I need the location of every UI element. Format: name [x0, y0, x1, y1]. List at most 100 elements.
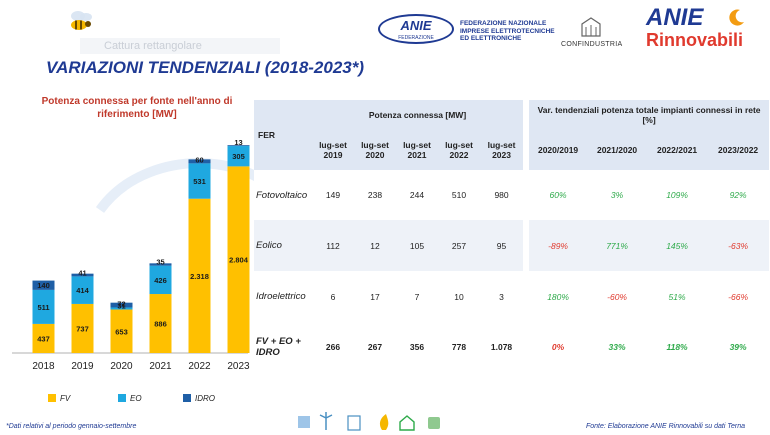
bar-data-label: 305 [232, 152, 245, 161]
bar-segment-eo [188, 163, 211, 199]
anie-rinnovabili-logo-bottom: Rinnovabili [646, 30, 744, 50]
bar-data-label: 140 [37, 281, 50, 290]
variation-period-header: 2020/2019 [523, 130, 588, 170]
period-header: lug-set 2023 [480, 130, 527, 170]
variation-cell: 3% [587, 170, 648, 220]
bar-data-label: 2.318 [190, 272, 209, 281]
table-cell: 10 [438, 271, 480, 322]
bar-segment-fv [188, 198, 211, 353]
table-cell: 7 [396, 271, 438, 322]
green-home-icon [399, 415, 415, 431]
table-row: Idroelettrico 6 17 7 10 3 180% -60% 51% … [254, 271, 770, 322]
row-label: FV + EO + IDRO [254, 322, 312, 372]
bar-data-label: 41 [78, 268, 86, 277]
leaf-icon [379, 414, 389, 430]
row-label: Eolico [254, 220, 312, 271]
variation-cell: -60% [587, 271, 648, 322]
fer-header: FER [254, 100, 312, 170]
battery-icon [428, 417, 440, 429]
variation-cell: 118% [647, 322, 708, 372]
table-cell: 980 [480, 170, 527, 220]
bar-data-label: 60 [195, 155, 203, 164]
table-cell: 112 [312, 220, 354, 271]
capture-toolbar-ghost: Cattura rettangolare [80, 38, 280, 54]
variation-cell: 39% [707, 322, 770, 372]
bar-segment-fv [32, 323, 55, 353]
table-cell: 778 [438, 322, 480, 372]
bar-data-label: 426 [154, 276, 167, 285]
wind-turbine-icon [319, 412, 333, 430]
bar-segment-eo [71, 276, 94, 304]
variations-table: FER Potenza connessa [MW] Var. tendenzia… [254, 100, 770, 372]
row-label: Idroelettrico [254, 271, 312, 322]
bar-data-label: 437 [37, 334, 50, 343]
variation-cell: 51% [647, 271, 708, 322]
chart-title: Potenza connessa per fonte nell'anno di … [41, 96, 233, 120]
bar-data-label: 886 [154, 320, 167, 329]
period-header: lug-set 2020 [354, 130, 396, 170]
bar-segment-eo [149, 265, 172, 295]
table-row: Fotovoltaico 149 238 244 510 980 60% 3% … [254, 170, 770, 220]
table-cell: 3 [480, 271, 527, 322]
renewable-sources-icons [298, 412, 440, 431]
bar-data-label: 737 [76, 324, 89, 333]
x-tick-label: 2022 [188, 361, 211, 372]
page-title: VARIAZIONI TENDENZIALI (2018-2023*) [46, 58, 365, 77]
confindustria-emblem-icon [581, 17, 601, 37]
table-cell: 267 [354, 322, 396, 372]
federation-text: FEDERAZIONE NAZIONALE IMPRESE ELETTROTEC… [460, 20, 555, 42]
bar-data-label: 13 [234, 138, 242, 147]
row-label: Fotovoltaico [254, 170, 312, 220]
bar-segment-fv [110, 309, 133, 353]
bar-segment-fv [227, 166, 250, 353]
variation-cell: 145% [647, 220, 708, 271]
table-cell: 17 [354, 271, 396, 322]
bar-segment-idro [188, 159, 211, 164]
anie-rinnovabili-logo-top: ANIE [646, 4, 704, 31]
potenza-connessa-header: Potenza connessa [MW] [312, 100, 527, 130]
bar-segment-fv [71, 303, 94, 353]
x-tick-label: 2020 [110, 361, 133, 372]
variation-period-header: 2023/2022 [707, 130, 770, 170]
bar-data-label: 31 [117, 302, 125, 311]
table-cell: 1.078 [480, 322, 527, 372]
legend-label-fv: FV [60, 394, 71, 403]
bar-segment-eo [32, 289, 55, 324]
table-cell: 238 [354, 170, 396, 220]
variations-group-header: Var. tendenziali potenza totale impianti… [523, 100, 770, 130]
bar-segment-fv [149, 294, 172, 353]
legend-label-idro: IDRO [195, 394, 215, 403]
sun-crescent-icon [729, 9, 744, 26]
table-cell: 12 [354, 220, 396, 271]
anie-federazione-logo: ANIE FEDERAZIONE [378, 14, 454, 44]
legend-label-eo: EO [130, 394, 142, 403]
footnote-right: Fonte: Elaborazione ANIE Rinnovabili su … [586, 423, 746, 430]
bar-segment-idro [71, 273, 94, 277]
bar-segment-idro [110, 302, 133, 308]
bar-segment-eo [110, 307, 133, 310]
footnote-left: *Dati relativi al periodo gennaio-settem… [6, 423, 137, 430]
x-tick-label: 2023 [227, 361, 250, 372]
table-cell: 257 [438, 220, 480, 271]
legend-swatch-idro [183, 394, 191, 402]
variation-cell: -89% [523, 220, 588, 271]
variation-cell: 109% [647, 170, 708, 220]
dam-icon [347, 415, 361, 431]
legend-swatch-eo [118, 394, 126, 402]
variation-cell: -63% [707, 220, 770, 271]
variation-cell: 0% [523, 322, 588, 372]
period-header: lug-set 2022 [438, 130, 480, 170]
x-tick-label: 2018 [32, 361, 55, 372]
bar-data-label: 72 [117, 299, 125, 308]
bar-segment-idro [32, 280, 55, 290]
table-cell: 105 [396, 220, 438, 271]
bar-data-label: 653 [115, 327, 128, 336]
bar-data-label: 35 [156, 258, 164, 267]
table-cell: 510 [438, 170, 480, 220]
bee-logo-icon [71, 11, 92, 30]
x-tick-label: 2021 [149, 361, 172, 372]
variation-cell: 771% [587, 220, 648, 271]
bar-data-label: 511 [37, 303, 49, 312]
variation-cell: 33% [587, 322, 648, 372]
